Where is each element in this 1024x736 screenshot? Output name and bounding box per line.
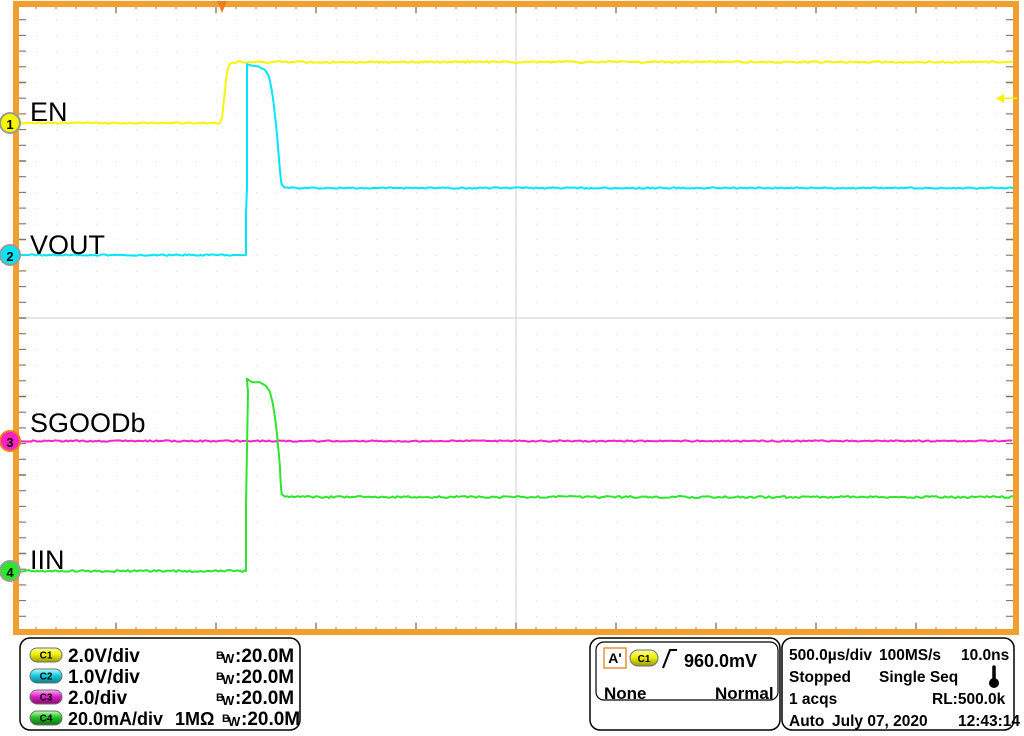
svg-text:2: 2	[6, 249, 13, 264]
svg-text:W: W	[222, 693, 235, 708]
svg-text:July 07, 2020: July 07, 2020	[832, 713, 928, 730]
svg-text:960.0mV: 960.0mV	[684, 651, 757, 671]
svg-text:IIN: IIN	[30, 545, 65, 575]
svg-text::20.0M: :20.0M	[235, 667, 294, 688]
svg-text::20.0M: :20.0M	[235, 688, 294, 709]
svg-text::20.0M: :20.0M	[235, 646, 294, 667]
svg-text:W: W	[222, 672, 235, 687]
svg-text:12:43:14: 12:43:14	[958, 713, 1020, 730]
svg-text:RL:500.0k: RL:500.0k	[932, 691, 1006, 708]
svg-text:C4: C4	[40, 714, 53, 725]
svg-text:C1: C1	[638, 654, 651, 665]
svg-text:2.0V/div: 2.0V/div	[68, 646, 140, 667]
svg-text:C1: C1	[40, 651, 53, 662]
svg-text:EN: EN	[30, 97, 68, 127]
svg-text:1MΩ: 1MΩ	[175, 709, 214, 729]
svg-text:1.0V/div: 1.0V/div	[68, 667, 140, 688]
svg-text:None: None	[604, 684, 647, 703]
svg-text:20.0mA/div: 20.0mA/div	[68, 709, 163, 729]
svg-text:1: 1	[6, 117, 13, 132]
svg-text::20.0M: :20.0M	[241, 709, 300, 730]
svg-text:2.0/div: 2.0/div	[68, 688, 128, 709]
svg-text:SGOODb: SGOODb	[30, 408, 146, 438]
svg-text:4: 4	[6, 565, 14, 580]
svg-text:VOUT: VOUT	[30, 230, 105, 260]
svg-text:1 acqs: 1 acqs	[789, 691, 837, 708]
svg-text:C3: C3	[40, 693, 53, 704]
svg-text:Single Seq: Single Seq	[879, 669, 958, 686]
svg-text:100MS/s: 100MS/s	[879, 647, 941, 664]
svg-text:3: 3	[6, 435, 13, 450]
svg-text:W: W	[222, 651, 235, 666]
svg-text:Stopped: Stopped	[789, 669, 851, 686]
svg-text:500.0µs/div: 500.0µs/div	[789, 647, 872, 664]
svg-text:W: W	[228, 714, 241, 729]
svg-text:C2: C2	[40, 672, 53, 683]
svg-text:A': A'	[608, 650, 621, 666]
svg-text:Normal: Normal	[715, 684, 774, 703]
svg-text:10.0ns: 10.0ns	[961, 647, 1009, 664]
svg-text:Auto: Auto	[789, 713, 824, 730]
